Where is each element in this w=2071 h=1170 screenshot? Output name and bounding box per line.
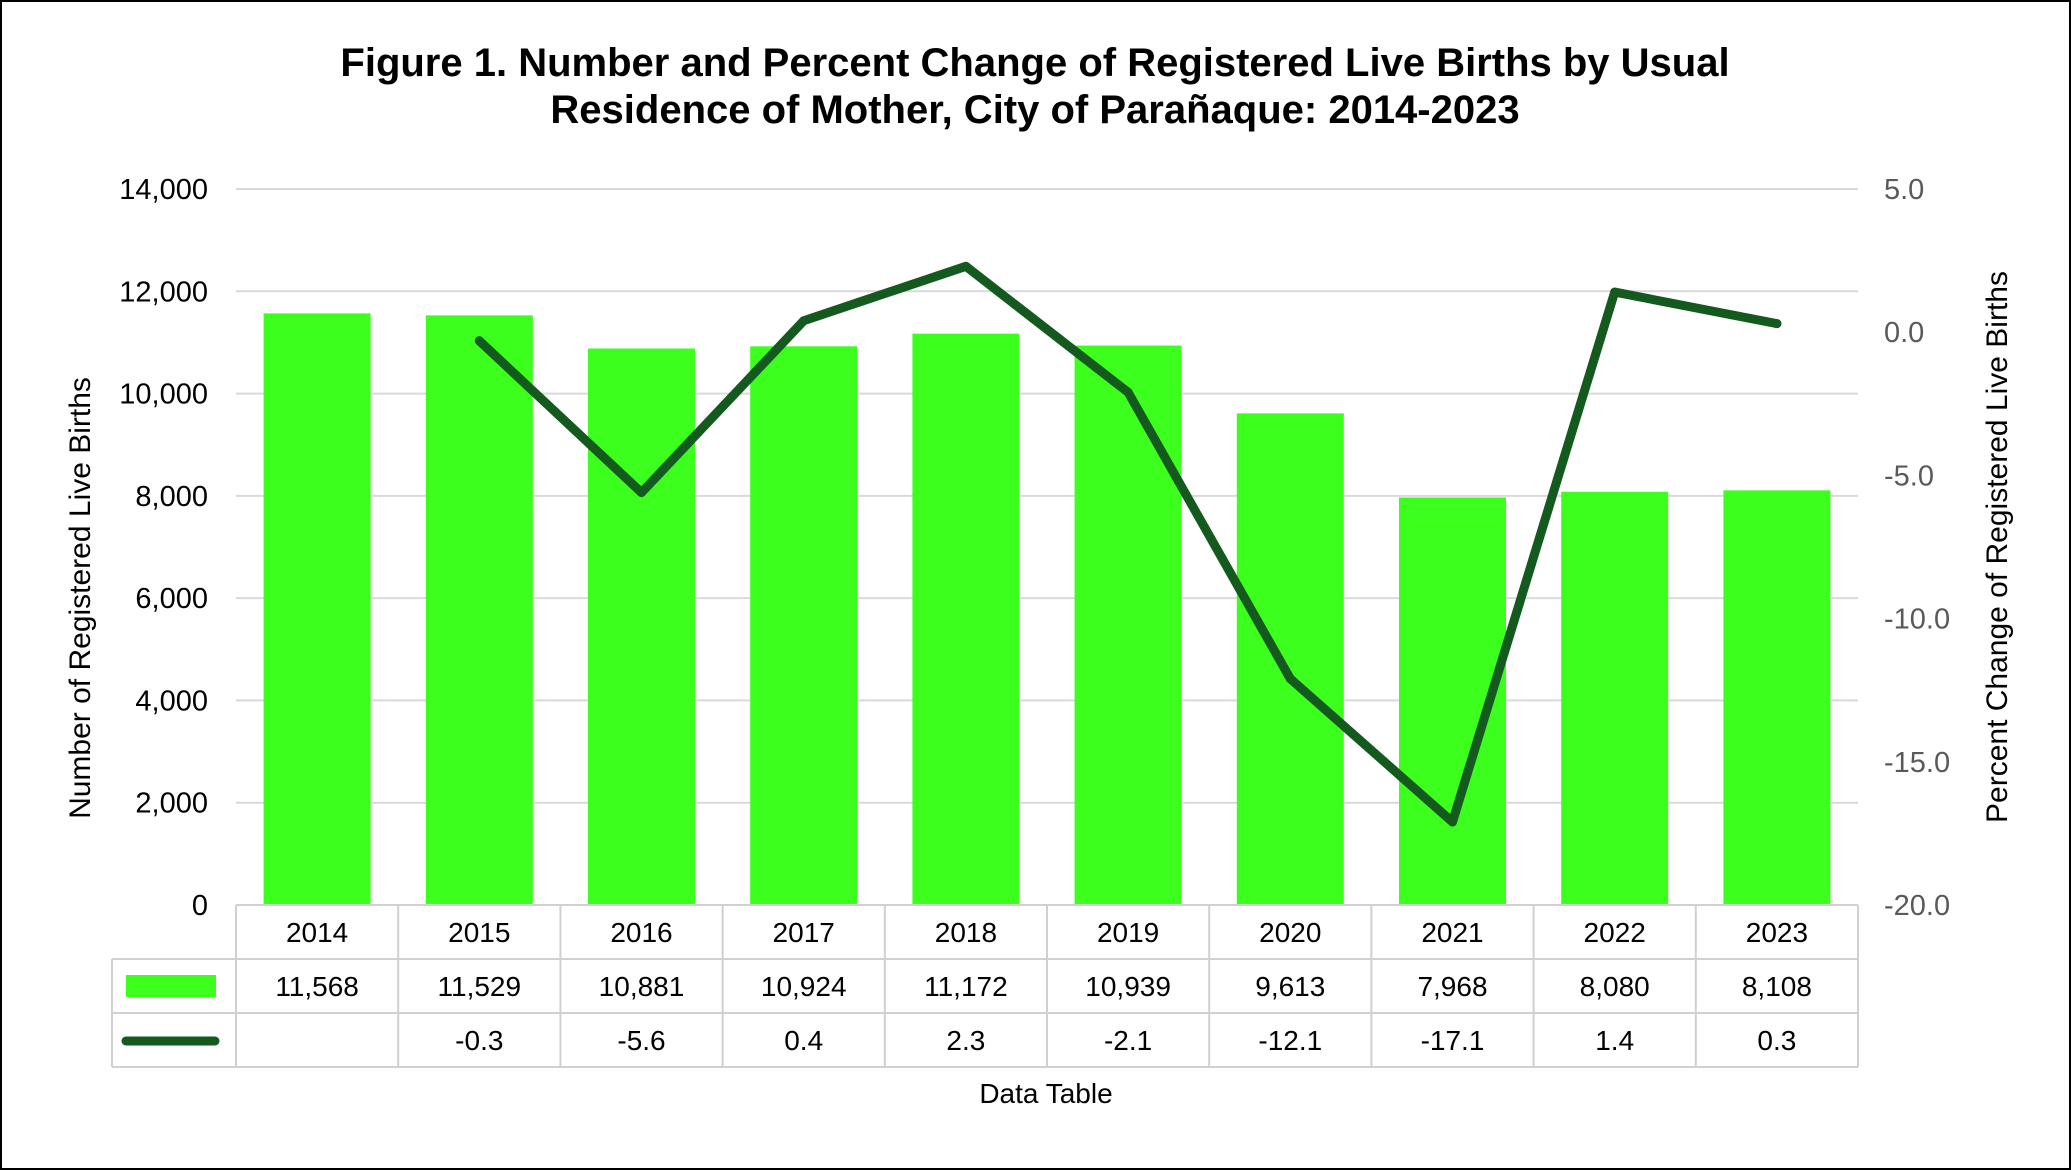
change-value-2019: -2.1	[1104, 1025, 1152, 1056]
category-label-2014: 2014	[286, 917, 348, 948]
bar-2017	[750, 346, 858, 905]
bar-2019	[1074, 345, 1182, 905]
left-tick-label: 8,000	[135, 481, 208, 513]
category-label-2015: 2015	[448, 917, 510, 948]
change-value-2017: 0.4	[784, 1025, 823, 1056]
births-value-2018: 11,172	[924, 971, 1008, 1002]
line-point-2020	[1285, 674, 1295, 684]
right-axis-title: Percent Change of Registered Live Births	[1981, 271, 2014, 823]
right-tick-label: -15.0	[1884, 747, 1950, 779]
left-tick-label: 14,000	[119, 174, 208, 206]
right-tick-label: -20.0	[1884, 890, 1950, 922]
line-point-2017	[799, 316, 809, 326]
legend-key-bar	[126, 975, 216, 997]
left-tick-label: 2,000	[135, 788, 208, 820]
chart-title-line-2: Residence of Mother, City of Parañaque: …	[550, 88, 1519, 132]
right-tick-label: -10.0	[1884, 604, 1950, 636]
line-point-2022	[1610, 287, 1620, 297]
bar-2020	[1236, 413, 1344, 905]
line-point-2015	[474, 336, 484, 346]
change-value-2016: -5.6	[617, 1025, 665, 1056]
births-value-2015: 11,529	[438, 971, 522, 1002]
right-tick-label: 0.0	[1884, 317, 1924, 349]
bar-2018	[912, 333, 1020, 906]
births-value-2020: 9,613	[1255, 971, 1325, 1002]
category-label-2018: 2018	[935, 917, 997, 948]
line-point-2021	[1448, 817, 1457, 827]
left-tick-label: 12,000	[119, 276, 208, 308]
change-value-2015: -0.3	[455, 1025, 503, 1056]
births-value-2021: 7,968	[1417, 971, 1487, 1002]
births-value-2014: 11,568	[275, 971, 359, 1002]
left-tick-label: 6,000	[135, 583, 208, 615]
line-point-2023	[1772, 319, 1782, 329]
left-tick-label: 4,000	[135, 685, 208, 717]
bar-2016	[588, 348, 695, 906]
category-label-2016: 2016	[610, 917, 672, 948]
line-point-2019	[1123, 387, 1133, 397]
category-label-2022: 2022	[1584, 917, 1646, 948]
bar-series	[263, 313, 1831, 906]
right-tick-label: 5.0	[1884, 174, 1924, 206]
births-value-2016: 10,881	[599, 971, 685, 1002]
data-table: 2014 11,568 2015 11,529 -0.3 2016 10,881 -5.6 20…	[111, 904, 1859, 1068]
category-label-2019: 2019	[1097, 917, 1159, 948]
bar-2014	[263, 313, 371, 906]
births-value-2022: 8,080	[1580, 971, 1650, 1002]
chart-title-line-1: Figure 1. Number and Percent Change of R…	[340, 41, 1729, 85]
category-label-2023: 2023	[1746, 917, 1808, 948]
line-point-2018	[961, 261, 971, 271]
bar-2023	[1723, 490, 1831, 905]
change-value-2022: 1.4	[1595, 1025, 1634, 1056]
left-tick-label: 10,000	[119, 379, 208, 411]
line-point-2016	[637, 488, 646, 498]
change-value-2023: 0.3	[1757, 1025, 1796, 1056]
bar-2022	[1561, 491, 1669, 905]
change-value-2020: -12.1	[1258, 1025, 1322, 1056]
left-axis-title: Number of Registered Live Births	[64, 377, 97, 819]
category-label-2017: 2017	[773, 917, 835, 948]
right-axis-ticks: -20.0 -15.0 -10.0 -5.0 0.0 5.0	[1884, 174, 1950, 922]
right-tick-label: -5.0	[1884, 460, 1934, 492]
change-value-2018: 2.3	[946, 1025, 985, 1056]
left-axis-ticks: 0 2,000 4,000 6,000 8,000 10,000 12,000 14,000	[119, 174, 208, 922]
data-table-title: Data Table	[979, 1078, 1112, 1109]
births-value-2019: 10,939	[1085, 971, 1171, 1002]
category-label-2020: 2020	[1259, 917, 1321, 948]
category-label-2021: 2021	[1421, 917, 1483, 948]
births-value-2017: 10,924	[761, 971, 847, 1002]
line-series	[474, 261, 1782, 827]
bar-2015	[425, 315, 533, 905]
births-value-2023: 8,108	[1742, 971, 1812, 1002]
change-value-2021: -17.1	[1421, 1025, 1485, 1056]
left-tick-label: 0	[192, 890, 208, 922]
